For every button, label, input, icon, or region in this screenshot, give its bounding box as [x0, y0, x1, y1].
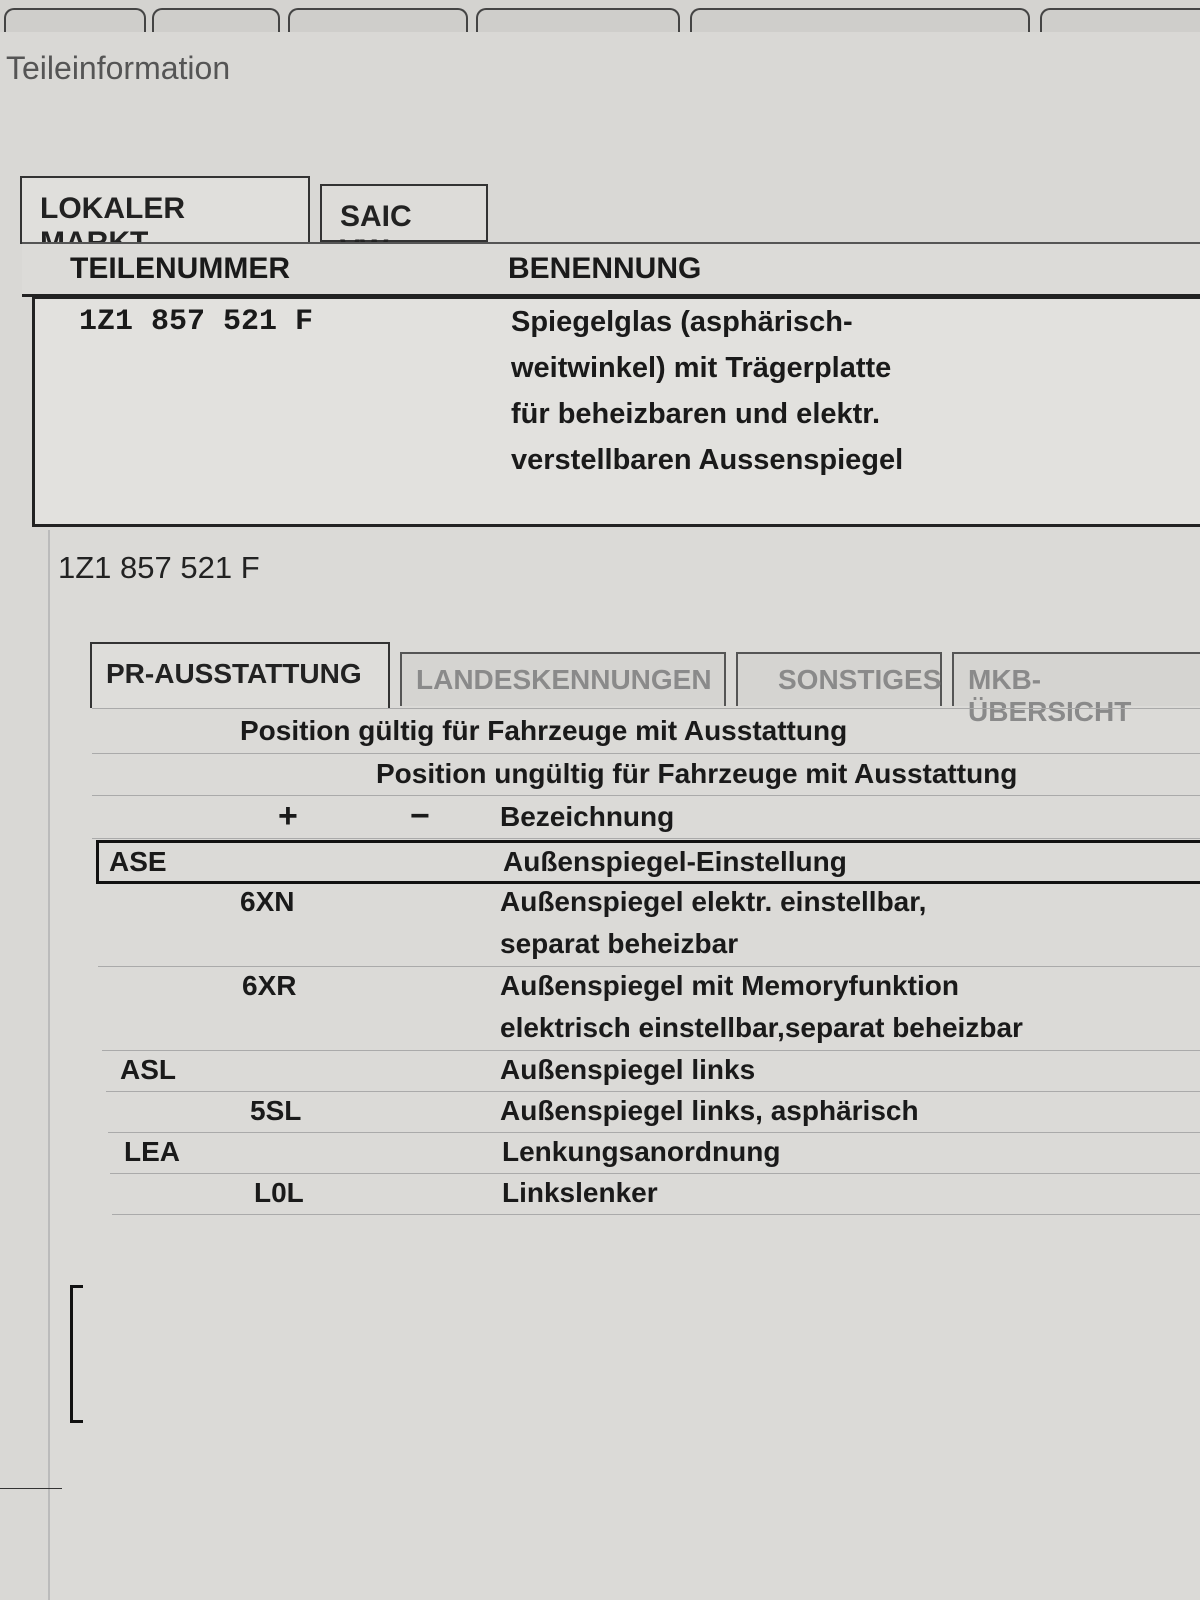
col-benennung: BENENNUNG [508, 252, 702, 285]
col-minus: − [410, 797, 430, 835]
window-title: Teileinformation [6, 50, 231, 86]
tab-lokaler-markt[interactable]: LOKALER MARKT [20, 176, 310, 259]
desc-line: weitwinkel) mit Trägerplatte [511, 352, 892, 384]
header-invalid: Position ungültig für Fahrzeuge mit Auss… [92, 752, 1200, 796]
part-number: 1Z1 857 521 F [79, 305, 314, 339]
parts-table-row[interactable]: 1Z1 857 521 F Spiegelglas (asphärisch- w… [32, 296, 1200, 527]
table-row[interactable]: 5SL Außenspiegel links, asphärisch [108, 1091, 1200, 1133]
family-code: LEA [124, 1136, 180, 1167]
table-row[interactable]: LEA Lenkungsanordnung [110, 1132, 1200, 1174]
tab-pr-ausstattung[interactable]: PR-AUSSTATTUNG [90, 642, 390, 708]
family-code: ASL [120, 1054, 176, 1085]
divider [0, 1488, 62, 1489]
plus-code: 5SL [250, 1095, 302, 1126]
col-bezeichnung: Bezeichnung [500, 801, 675, 832]
row-desc: Außenspiegel mit Memoryfunktion [500, 970, 959, 1001]
tab-sonstiges[interactable]: SONSTIGES [736, 652, 942, 706]
plus-code: 6XR [242, 970, 297, 1001]
row-desc: separat beheizbar [500, 928, 739, 959]
detail-part-number: 1Z1 857 521 F [58, 550, 260, 585]
row-desc: Linkslenker [502, 1177, 658, 1208]
header-invalid-text: Position ungültig für Fahrzeuge mit Auss… [376, 758, 1018, 789]
row-desc: Außenspiegel elektr. einstellbar, [500, 886, 927, 917]
col-plus: + [278, 797, 298, 835]
table-row-selected[interactable]: ASE Außenspiegel-Einstellung [96, 840, 1200, 884]
bracket-frame [70, 1285, 83, 1423]
column-header: + − Bezeichnung [92, 795, 1200, 839]
row-desc: Außenspiegel links [500, 1054, 756, 1085]
parts-table-header: TEILENUMMER BENENNUNG [22, 242, 1200, 297]
header-valid: Position gültig für Fahrzeuge mit Aussta… [92, 708, 1200, 754]
row-desc: Außenspiegel-Einstellung [503, 846, 847, 877]
tab-saic-vw[interactable]: SAIC VW [320, 184, 488, 267]
plus-code: 6XN [240, 886, 295, 917]
table-row[interactable]: 6XR Außenspiegel mit Memoryfunktion elek… [102, 966, 1200, 1051]
tab-mkb-uebersicht[interactable]: MKB-ÜBERSICHT [952, 652, 1200, 727]
table-row[interactable]: ASL Außenspiegel links [106, 1050, 1200, 1092]
col-teilenummer: TEILENUMMER [70, 252, 290, 285]
header-valid-text: Position gültig für Fahrzeuge mit Aussta… [240, 715, 848, 746]
desc-line: für beheizbaren und elektr. [511, 398, 881, 430]
desc-line: Spiegelglas (asphärisch- [511, 306, 853, 338]
tab-landeskennungen[interactable]: LANDESKENNUNGEN [400, 652, 726, 706]
row-desc: elektrisch einstellbar,separat beheizbar [500, 1012, 1023, 1043]
row-desc: Lenkungsanordnung [502, 1136, 781, 1167]
table-row[interactable]: L0L Linkslenker [112, 1173, 1200, 1215]
part-description: Spiegelglas (asphärisch- weitwinkel) mit… [511, 299, 903, 483]
row-desc: Außenspiegel links, asphärisch [500, 1095, 919, 1126]
family-code: ASE [109, 846, 167, 877]
plus-code: L0L [254, 1177, 304, 1208]
desc-line: verstellbaren Aussenspiegel [511, 444, 904, 476]
table-row[interactable]: 6XN Außenspiegel elektr. einstellbar, se… [98, 882, 1200, 967]
